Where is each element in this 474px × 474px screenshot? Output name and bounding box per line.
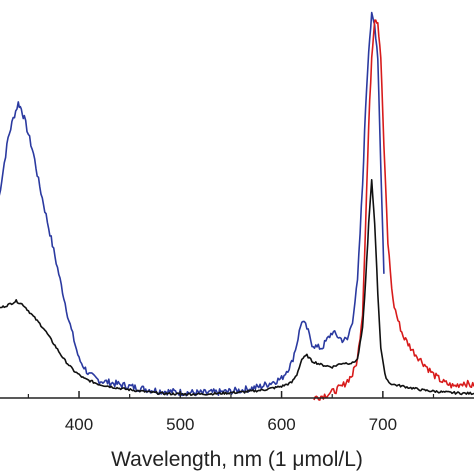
series-line-2: [313, 19, 474, 401]
x-tick-label: 600: [267, 415, 295, 434]
series-line-3: [0, 179, 474, 397]
x-axis-ticks: 400 500 600 700: [27, 391, 435, 434]
x-tick-label: 400: [65, 415, 93, 434]
x-tick-label: 500: [166, 415, 194, 434]
series-line-1: [0, 11, 385, 397]
x-axis-title: Wavelength, nm (1 μmol/L): [111, 448, 363, 471]
plot-lines: [0, 11, 474, 401]
x-tick-label: 700: [369, 415, 397, 434]
